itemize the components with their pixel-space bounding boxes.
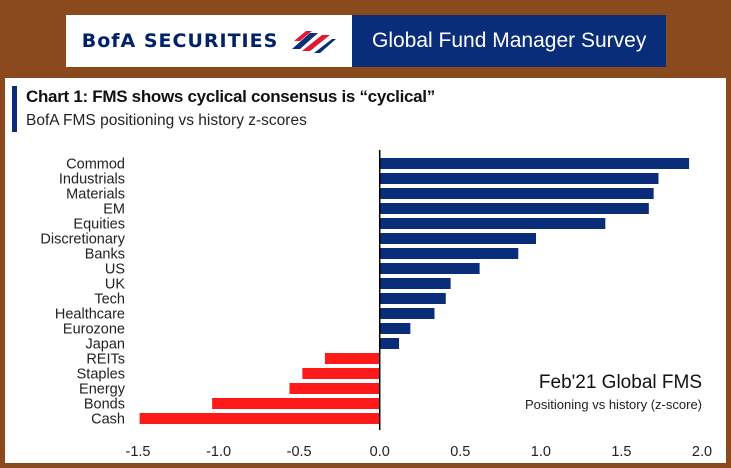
chart-panel: Chart 1: FMS shows cyclical consensus is… bbox=[5, 78, 726, 463]
category-label-uk: UK bbox=[105, 277, 125, 293]
x-tick-label: 2.0 bbox=[692, 444, 712, 460]
title-accent-bar bbox=[12, 86, 17, 132]
bar-staples bbox=[302, 368, 380, 379]
category-label-us: US bbox=[105, 262, 125, 278]
category-label-discretionary: Discretionary bbox=[40, 232, 125, 248]
bar-healthcare bbox=[379, 308, 435, 319]
category-label-materials: Materials bbox=[66, 187, 125, 203]
category-label-banks: Banks bbox=[85, 247, 125, 263]
category-label-tech: Tech bbox=[94, 292, 125, 308]
bar-banks bbox=[379, 248, 519, 259]
category-label-em: EM bbox=[103, 202, 125, 218]
x-tick-label: 1.5 bbox=[611, 444, 631, 460]
category-label-energy: Energy bbox=[79, 382, 126, 398]
annotation-subtitle: Positioning vs history (z-score) bbox=[525, 397, 702, 412]
bar-cash bbox=[139, 413, 380, 424]
bar-us bbox=[379, 263, 480, 274]
header-banner: BofA SECURITIES Global Fund Manager Surv… bbox=[66, 15, 666, 67]
annotation-title: Feb'21 Global FMS bbox=[539, 372, 702, 393]
brand-name: BofA SECURITIES bbox=[81, 30, 279, 52]
bar-japan bbox=[379, 338, 400, 349]
chart-subtitle: BofA FMS positioning vs history z-scores bbox=[26, 112, 307, 129]
category-label-equities: Equities bbox=[73, 217, 125, 233]
bar-bonds bbox=[212, 398, 380, 409]
x-tick-label: -1.0 bbox=[206, 444, 231, 460]
category-label-industrials: Industrials bbox=[59, 172, 125, 188]
x-tick-label: -0.5 bbox=[287, 444, 312, 460]
chart-title: Chart 1: FMS shows cyclical consensus is… bbox=[26, 87, 435, 106]
category-label-staples: Staples bbox=[77, 367, 125, 383]
category-label-reits: REITs bbox=[86, 352, 125, 368]
bar-industrials bbox=[379, 173, 659, 184]
bar-reits bbox=[324, 353, 380, 364]
x-tick-label: 0.0 bbox=[370, 444, 390, 460]
bar-tech bbox=[379, 293, 446, 304]
category-label-cash: Cash bbox=[91, 412, 125, 428]
bar-equities bbox=[379, 218, 606, 229]
survey-title-block: Global Fund Manager Survey bbox=[352, 15, 666, 67]
category-label-bonds: Bonds bbox=[84, 397, 125, 413]
category-label-eurozone: Eurozone bbox=[63, 322, 125, 338]
bar-energy bbox=[289, 383, 380, 394]
x-tick-label: -1.5 bbox=[126, 444, 151, 460]
category-label-japan: Japan bbox=[85, 337, 125, 353]
x-tick-label: 1.0 bbox=[531, 444, 551, 460]
bar-eurozone bbox=[379, 323, 411, 334]
bofa-flag-logo-icon bbox=[292, 31, 337, 53]
bar-chart: CommodIndustrialsMaterialsEMEquitiesDisc… bbox=[40, 150, 712, 460]
bar-materials bbox=[379, 188, 654, 199]
category-label-healthcare: Healthcare bbox=[55, 307, 125, 323]
bar-em bbox=[379, 203, 649, 214]
x-tick-label: 0.5 bbox=[450, 444, 470, 460]
bar-commod bbox=[379, 158, 690, 169]
bar-uk bbox=[379, 278, 451, 289]
survey-title: Global Fund Manager Survey bbox=[372, 29, 647, 52]
category-label-commod: Commod bbox=[66, 157, 125, 173]
bar-discretionary bbox=[379, 233, 537, 244]
brand-block: BofA SECURITIES bbox=[66, 15, 352, 67]
